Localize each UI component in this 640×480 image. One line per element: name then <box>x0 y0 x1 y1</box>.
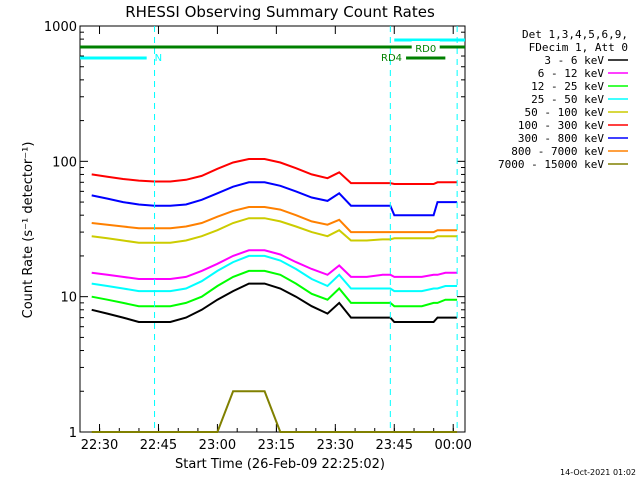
legend-entry-label: 800 - 7000 keV <box>511 145 604 158</box>
annotation-label: RD4 <box>381 53 402 64</box>
chart-title: RHESSI Observing Summary Count Rates <box>125 3 435 21</box>
x-tick-label: 23:30 <box>317 438 354 453</box>
series-line-5 <box>91 217 458 244</box>
series-line-6 <box>91 158 458 185</box>
y-axis-label: Count Rate (s⁻¹ detector⁻¹) <box>21 142 36 319</box>
legend-entry-label: 300 - 800 keV <box>518 132 604 145</box>
x-tick-label: 00:00 <box>434 438 471 453</box>
x-tick-label: 22:45 <box>140 438 177 453</box>
legend: Det 1,3,4,5,6,9,FDecim 1, Att 03 - 6 keV… <box>498 28 628 171</box>
series-line-8 <box>91 206 458 234</box>
legend-entry-label: 3 - 6 keV <box>544 54 604 67</box>
series-line-2 <box>91 249 458 280</box>
plot-frame <box>79 25 466 433</box>
y-tick-label: 1000 <box>44 20 77 35</box>
legend-entry-label: 6 - 12 keV <box>538 67 605 80</box>
series-line-1 <box>91 282 458 323</box>
legend-entry-label: 50 - 100 keV <box>525 106 605 119</box>
y-tick-label: 1 <box>69 426 77 441</box>
legend-entry-label: 12 - 25 keV <box>531 80 604 93</box>
y-tick-label: 10 <box>60 291 77 306</box>
annotation-label: RD0 <box>415 44 436 55</box>
y-tick-label: 100 <box>52 155 77 170</box>
x-tick-label: 23:00 <box>199 438 236 453</box>
legend-header: Det 1,3,4,5,6,9, <box>522 28 628 41</box>
series-line-3 <box>91 269 458 308</box>
x-tick-label: 23:15 <box>258 438 295 453</box>
legend-entry-label: 7000 - 15000 keV <box>498 158 604 171</box>
annotation-label: N <box>155 53 162 64</box>
legend-header: FDecim 1, Att 0 <box>529 41 628 54</box>
annotation-label-bg <box>411 41 440 53</box>
series-line-9 <box>91 390 458 433</box>
x-tick-label: 23:45 <box>376 438 413 453</box>
plot-area: 1 10 100 1000 22:30 22:45 23:00 23:15 23:30 23:45… <box>44 20 472 453</box>
legend-entry-label: 25 - 50 keV <box>531 93 604 106</box>
series-line-7 <box>91 181 458 217</box>
x-tick-label: 22:30 <box>81 438 118 453</box>
x-axis-label: Start Time (26-Feb-09 22:25:02) <box>175 457 385 472</box>
series-line-4 <box>91 254 458 293</box>
generation-timestamp: 14-Oct-2021 01:02 <box>560 468 636 477</box>
legend-entry-label: 100 - 300 keV <box>518 119 604 132</box>
